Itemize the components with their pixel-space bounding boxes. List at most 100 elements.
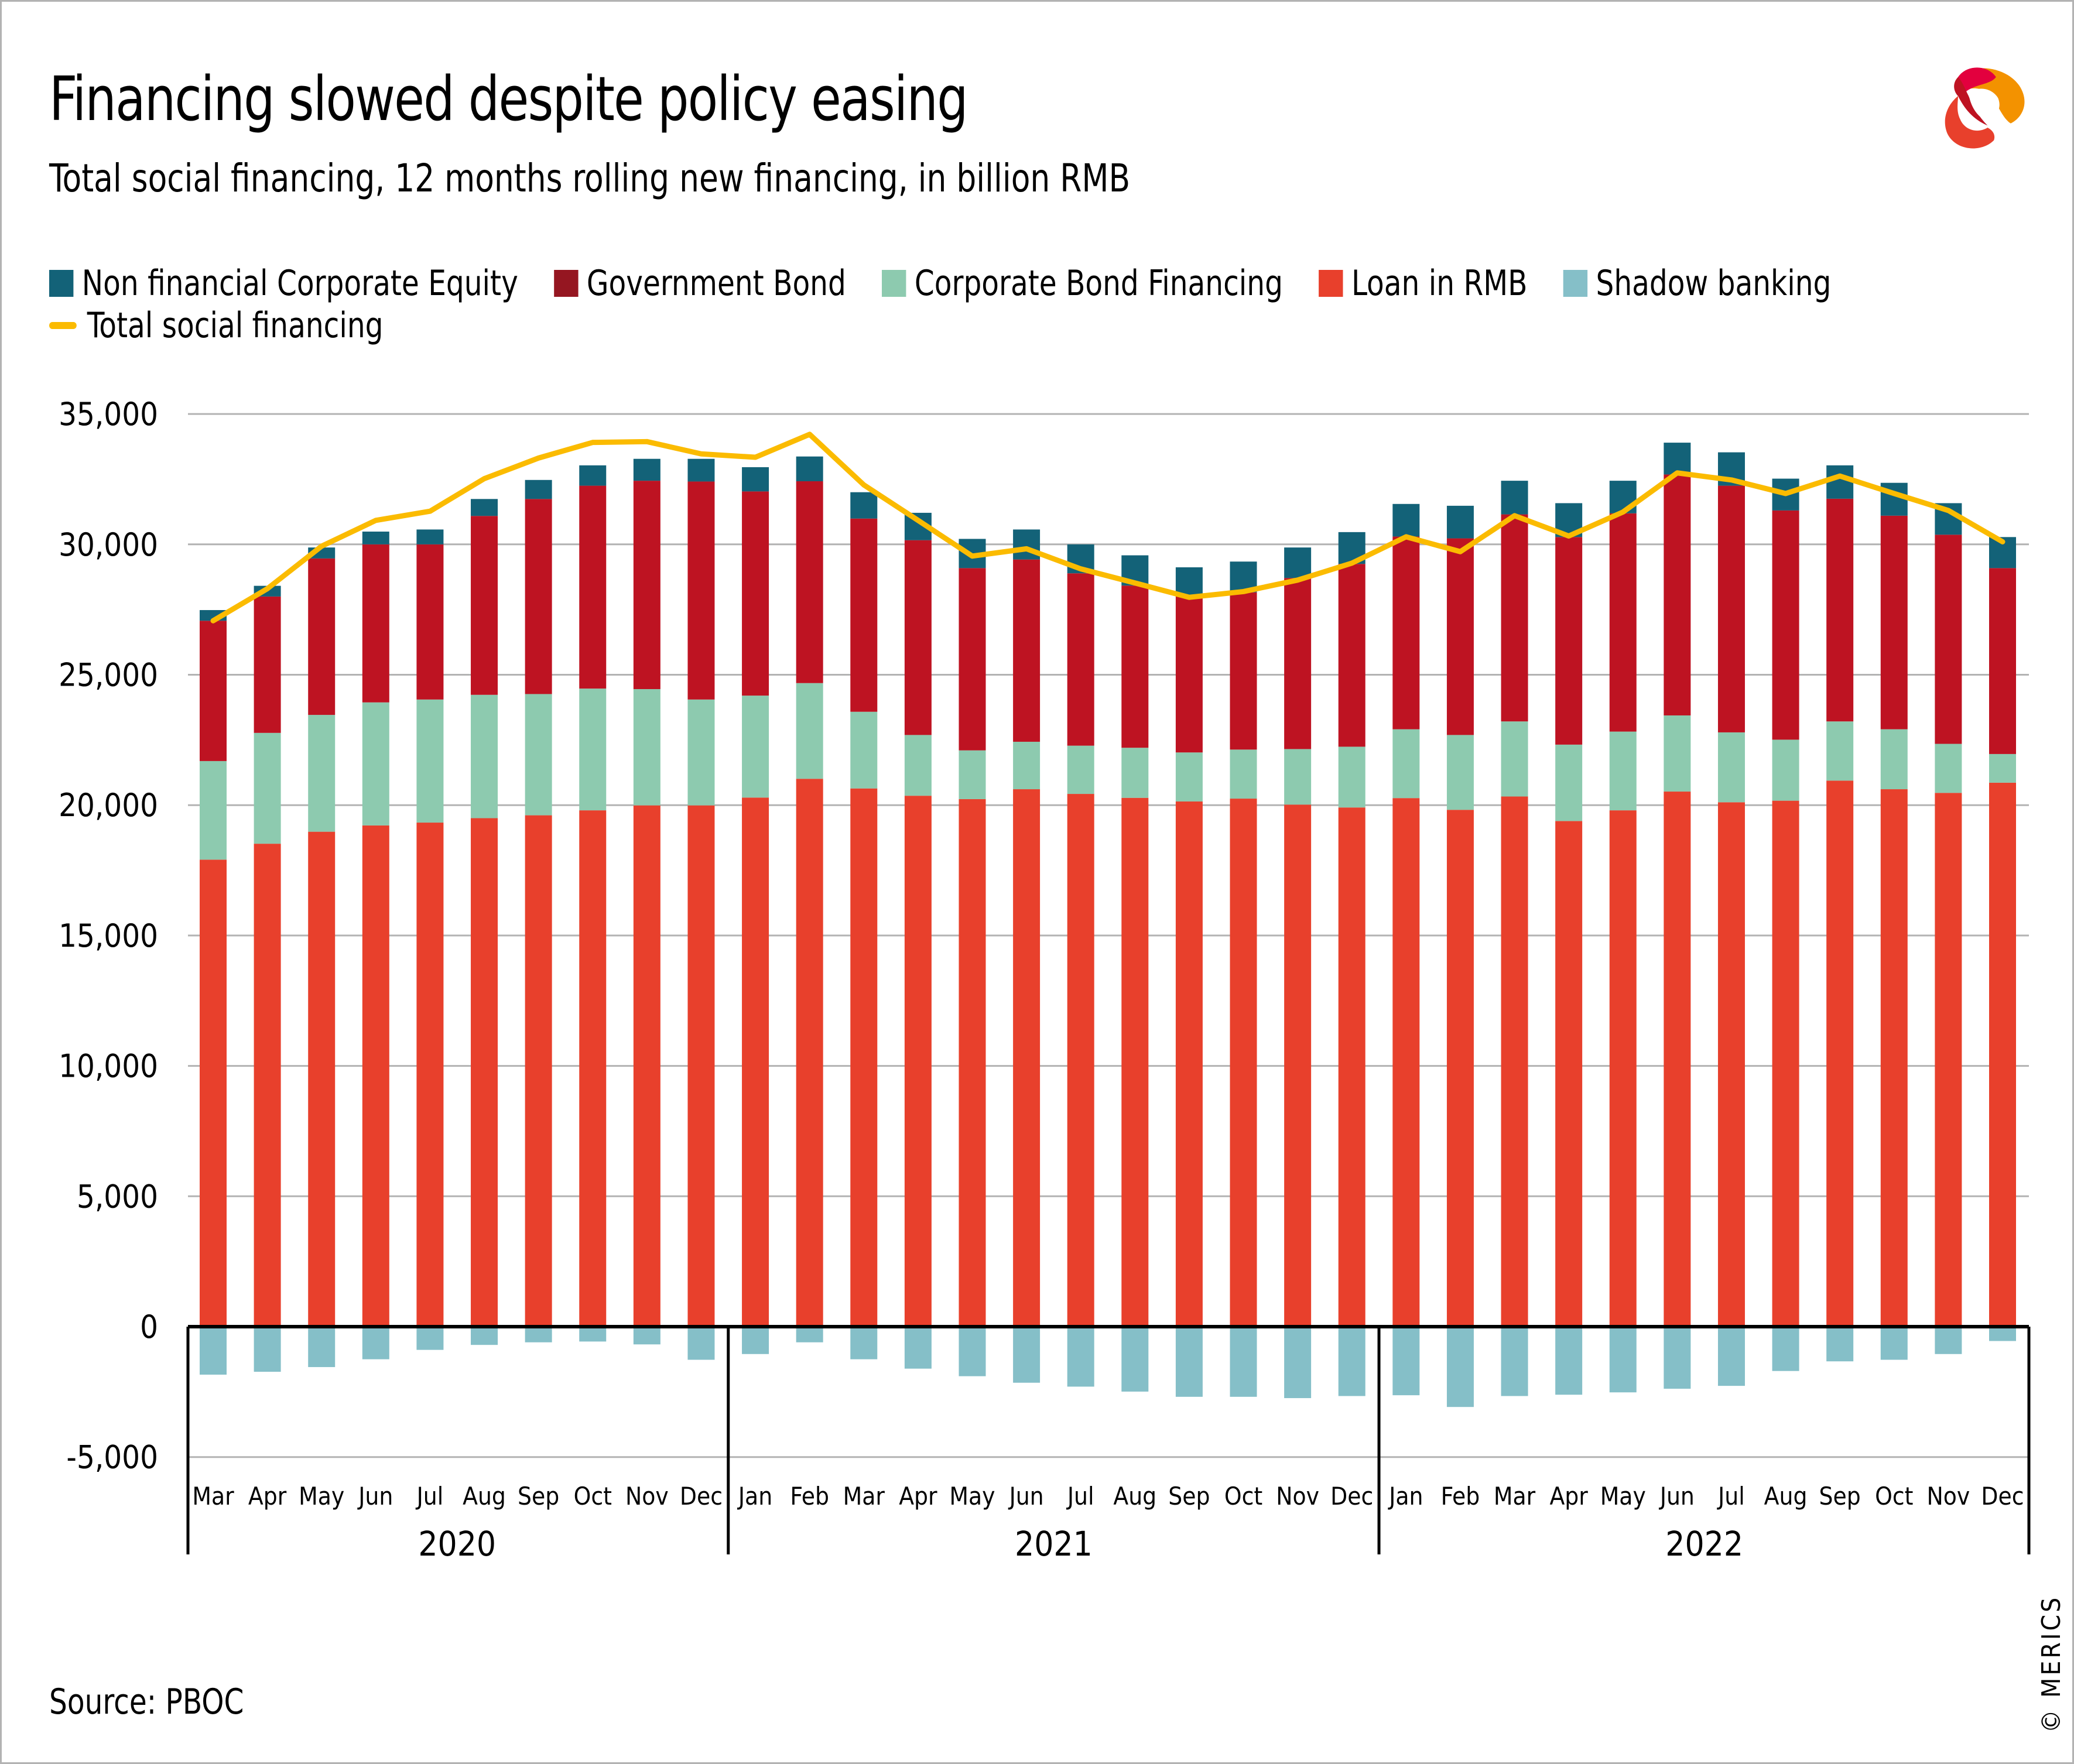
bar-loan <box>1392 798 1420 1327</box>
bar-gov <box>1175 596 1203 753</box>
bar-shadow <box>1284 1327 1312 1399</box>
x-tick-label: Oct <box>574 1482 612 1510</box>
bar-corp <box>1880 729 1908 790</box>
bar-gov <box>1230 592 1257 750</box>
bar-shadow <box>959 1327 986 1376</box>
x-axis <box>186 1325 2031 1554</box>
bar-loan <box>1446 810 1474 1327</box>
bar-gov <box>687 481 715 700</box>
legend-swatch-government-bond <box>554 270 579 297</box>
bar-loan <box>1717 802 1745 1327</box>
bar-shadow <box>1664 1327 1691 1389</box>
bar-gov <box>904 540 932 735</box>
bar-shadow <box>1880 1327 1908 1360</box>
bar-shadow <box>1717 1327 1745 1386</box>
x-tick-label: Dec <box>680 1482 723 1510</box>
bar-gov <box>1121 585 1149 748</box>
y-tick-label: 25,000 <box>59 657 158 694</box>
bar-shadow <box>1935 1327 1962 1354</box>
bar-shadow <box>1609 1327 1637 1393</box>
tsf-line-layer <box>210 431 2005 624</box>
gridlines <box>188 413 2029 1458</box>
x-tick-label: Aug <box>1764 1482 1808 1510</box>
bar-corp <box>308 715 336 832</box>
bar-gov <box>1609 513 1637 732</box>
legend-swatch-shadow-banking <box>1563 270 1588 297</box>
bar-loan <box>687 805 715 1327</box>
x-tick-label: Apr <box>1549 1482 1588 1510</box>
x-tick-label: Apr <box>899 1482 937 1510</box>
bar-corp <box>1446 735 1474 810</box>
legend-item-government-bond: Government Bond <box>554 263 846 304</box>
bar-gov <box>633 481 660 689</box>
bar-gov <box>525 499 552 694</box>
bar-loan <box>959 799 986 1327</box>
bar-shadow <box>254 1327 281 1372</box>
bar-equity <box>633 458 660 481</box>
x-tick-label: Apr <box>248 1482 287 1510</box>
bar-shadow <box>1230 1327 1257 1397</box>
bar-loan <box>525 815 552 1327</box>
bar-loan <box>1230 799 1257 1327</box>
legend-item-loan: Loan in RMB <box>1319 263 1528 304</box>
x-tick-label: Mar <box>843 1482 885 1510</box>
bar-shadow <box>579 1327 607 1342</box>
bar-loan <box>308 831 336 1327</box>
y-tick-label: -5,000 <box>66 1439 158 1476</box>
legend-label-corporate-bond: Corporate Bond Financing <box>914 263 1283 304</box>
bar-corp <box>1121 748 1149 798</box>
bar-equity <box>742 467 769 492</box>
bar-loan <box>362 825 389 1327</box>
legend-swatch-corporate-bond <box>882 270 906 297</box>
bar-loan <box>1664 792 1691 1327</box>
bar-loan <box>1772 800 1799 1327</box>
x-tick-label: Oct <box>1875 1482 1913 1510</box>
x-tick-label: Feb <box>790 1482 829 1510</box>
chart-title: Financing slowed despite policy easing <box>49 63 968 135</box>
x-tick-label: Dec <box>1330 1482 1373 1510</box>
x-tick-label: May <box>1600 1482 1646 1510</box>
bar-corp <box>959 750 986 799</box>
bar-corp <box>1935 744 1962 793</box>
bar-loan <box>1880 789 1908 1327</box>
bar-equity <box>579 465 607 486</box>
bar-loan <box>1338 807 1365 1327</box>
bar-gov <box>1392 536 1420 729</box>
bar-corp <box>254 732 281 844</box>
bar-loan <box>850 788 878 1327</box>
bar-loan <box>471 818 498 1327</box>
bar-gov <box>1717 485 1745 732</box>
bar-gov <box>1338 564 1365 747</box>
bar-gov <box>1935 535 1962 744</box>
bar-gov <box>850 518 878 712</box>
bar-equity <box>1446 505 1474 539</box>
bar-gov <box>362 544 389 703</box>
x-tick-label: Jul <box>416 1482 444 1510</box>
bar-gov <box>742 491 769 696</box>
copyright-note: © MERICS <box>2037 1595 2066 1733</box>
bar-corp <box>1013 741 1041 790</box>
bar-shadow <box>1067 1327 1094 1387</box>
legend-swatch-loan <box>1319 270 1343 297</box>
bar-shadow <box>1501 1327 1528 1396</box>
bar-loan <box>1501 796 1528 1327</box>
bar-loan <box>633 805 660 1327</box>
x-tick-label: Jan <box>737 1482 772 1510</box>
bar-loan <box>1121 797 1149 1327</box>
bar-equity <box>1664 443 1691 475</box>
bar-corp <box>471 694 498 818</box>
bar-corp <box>850 711 878 789</box>
x-tick-label: Sep <box>1819 1482 1861 1510</box>
bar-gov <box>471 516 498 695</box>
bar-shadow <box>633 1327 660 1345</box>
legend-item-total-social-financing: Total social financing <box>49 305 384 346</box>
bar-loan <box>1067 794 1094 1327</box>
bar-corp <box>1555 744 1583 821</box>
bar-shadow <box>850 1327 878 1359</box>
bar-shadow <box>525 1327 552 1342</box>
bar-gov <box>579 485 607 689</box>
legend-label-shadow-banking: Shadow banking <box>1596 263 1832 304</box>
bar-gov <box>1772 510 1799 740</box>
bar-shadow <box>1175 1327 1203 1397</box>
